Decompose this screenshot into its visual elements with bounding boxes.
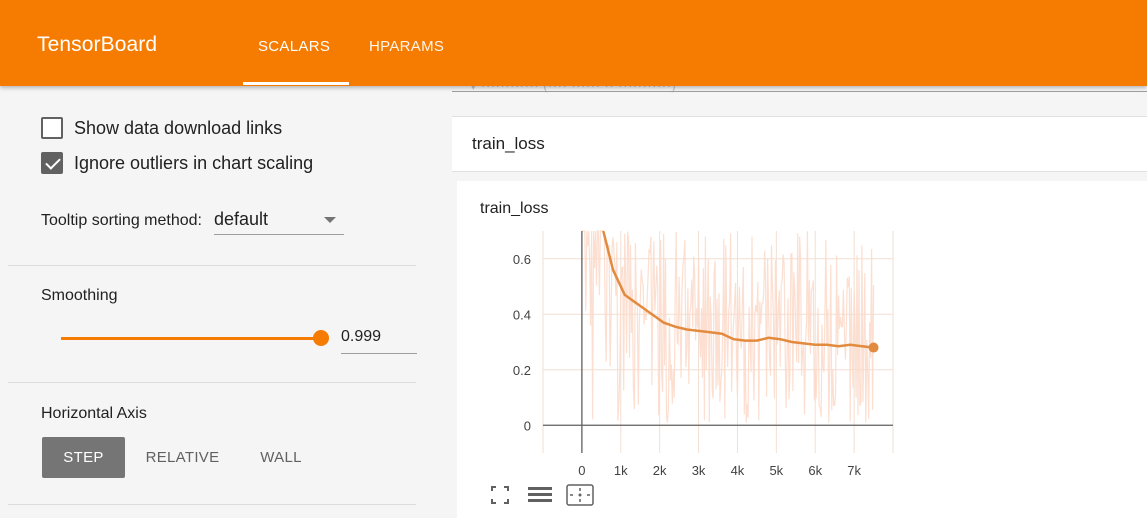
tooltip-sorting-select[interactable]: default: [213, 207, 344, 235]
y-tick-label: 0.4: [513, 307, 531, 322]
fit-domain-icon[interactable]: [491, 486, 509, 504]
x-tick-label: 7k: [847, 463, 861, 478]
x-tick-label: 6k: [808, 463, 822, 478]
y-tick-label: 0: [524, 418, 531, 433]
x-tick-label: 5k: [769, 463, 783, 478]
x-tick-label: 3k: [692, 463, 706, 478]
x-tick-label: 1k: [614, 463, 628, 478]
tooltip-sorting-label: Tooltip sorting method:: [41, 212, 202, 229]
show-download-links-row[interactable]: Show data download links: [41, 117, 282, 139]
category-title: train_loss: [472, 134, 545, 153]
x-tick-label: 2k: [653, 463, 667, 478]
scalar-chart-card: train_loss 0 1k 2k 3k 4k 5k 6k 7k 0 0.2 0.4 0.6: [457, 181, 1147, 518]
horizontal-axis-title: Horizontal Axis: [41, 405, 147, 422]
x-tick-label: 4k: [731, 463, 745, 478]
reset-zoom-icon[interactable]: [566, 484, 594, 506]
smoothing-slider-track[interactable]: [61, 337, 321, 340]
divider: [8, 504, 416, 505]
step-button[interactable]: STEP: [42, 437, 125, 478]
relative-button[interactable]: RELATIVE: [145, 449, 220, 466]
smoothed-loss-series: [602, 230, 874, 349]
active-tab-indicator: [243, 82, 349, 85]
brand-title: TensorBoard: [37, 33, 158, 56]
show-download-links-checkbox[interactable]: [41, 117, 63, 139]
x-tick-label: 0: [578, 463, 585, 478]
smoothing-slider-handle[interactable]: [313, 330, 329, 346]
tab-scalars[interactable]: SCALARS: [258, 38, 331, 55]
y-tick-label: 0.2: [513, 363, 531, 378]
top-app-bar: TensorBoard SCALARS HPARAMS: [0, 0, 1147, 86]
divider: [8, 382, 416, 383]
raw-loss-series: [581, 230, 875, 423]
ignore-outliers-checkbox[interactable]: [41, 152, 63, 174]
tooltip-sorting-value: default: [213, 209, 269, 229]
tooltip-sorting-row: Tooltip sorting method: default: [41, 207, 344, 235]
regex-filter-underline: [452, 91, 1147, 92]
show-download-links-label: Show data download links: [74, 117, 283, 138]
divider: [8, 265, 416, 266]
tab-hparams[interactable]: HPARAMS: [369, 38, 445, 55]
smoothing-input[interactable]: 0.999: [341, 324, 417, 354]
chart-title: train_loss: [480, 200, 549, 217]
wall-button[interactable]: WALL: [260, 449, 302, 466]
loss-chart[interactable]: 0 1k 2k 3k 4k 5k 6k 7k 0 0.2 0.4 0.6: [457, 181, 1147, 481]
category-header[interactable]: train_loss: [452, 116, 1147, 172]
toggle-log-icon[interactable]: [528, 486, 552, 504]
smoothing-title: Smoothing: [41, 287, 118, 304]
last-point-marker: [868, 342, 879, 353]
settings-sidebar: Show data download links Ignore outliers…: [0, 86, 432, 518]
chevron-down-icon: [323, 217, 336, 223]
y-tick-label: 0.6: [513, 252, 531, 267]
ignore-outliers-row[interactable]: Ignore outliers in chart scaling: [41, 152, 313, 174]
ignore-outliers-label: Ignore outliers in chart scaling: [74, 152, 314, 173]
